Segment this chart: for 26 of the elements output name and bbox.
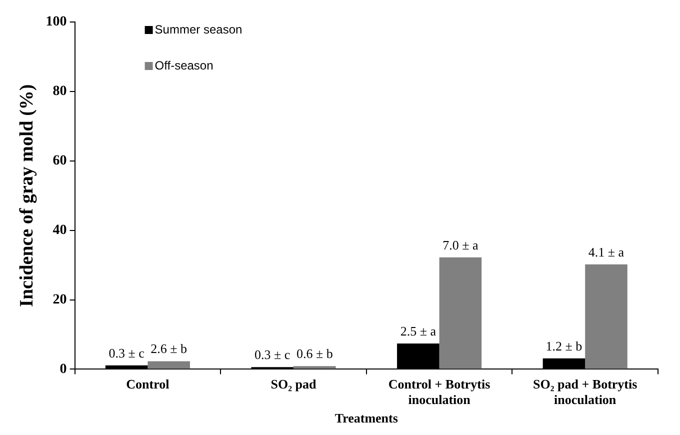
x-tick-label: Control (126, 376, 170, 392)
y-axis-title: Incidence of gray mold (%) (16, 84, 38, 307)
y-tick-label: 20 (52, 292, 67, 308)
annotation: 0.3 ± c (108, 345, 145, 360)
legend-label: Off-season (154, 58, 214, 72)
legend-label: Summer season (154, 22, 242, 36)
annotation: 2.6 ± b (150, 341, 188, 356)
bar (294, 366, 336, 369)
annotation: 1.2 ± b (546, 338, 582, 354)
x-tick-label: SO₂ pad (270, 376, 317, 392)
bar (439, 257, 482, 369)
bar (148, 361, 190, 369)
bar (585, 264, 628, 369)
annotation: 0.6 ± b (296, 346, 333, 361)
annotation: 7.0 ± a (442, 237, 478, 252)
annotation: 4.1 ± a (588, 244, 624, 260)
y-tick-label: 0 (60, 362, 67, 377)
y-tick-label: 80 (52, 84, 67, 100)
x-axis-title: Treatments (334, 410, 398, 426)
y-tick-label: 100 (46, 14, 67, 30)
annotation: 2.5 ± a (400, 323, 436, 338)
y-tick-label: 60 (52, 153, 67, 168)
x-tick-label: SO₂ pad + Botrytis inoculation (533, 376, 638, 407)
annotation: 0.3 ± c (254, 347, 290, 362)
x-tick-label: Control + Botrytis inoculation (388, 376, 490, 407)
y-tick-label: 40 (52, 222, 67, 238)
